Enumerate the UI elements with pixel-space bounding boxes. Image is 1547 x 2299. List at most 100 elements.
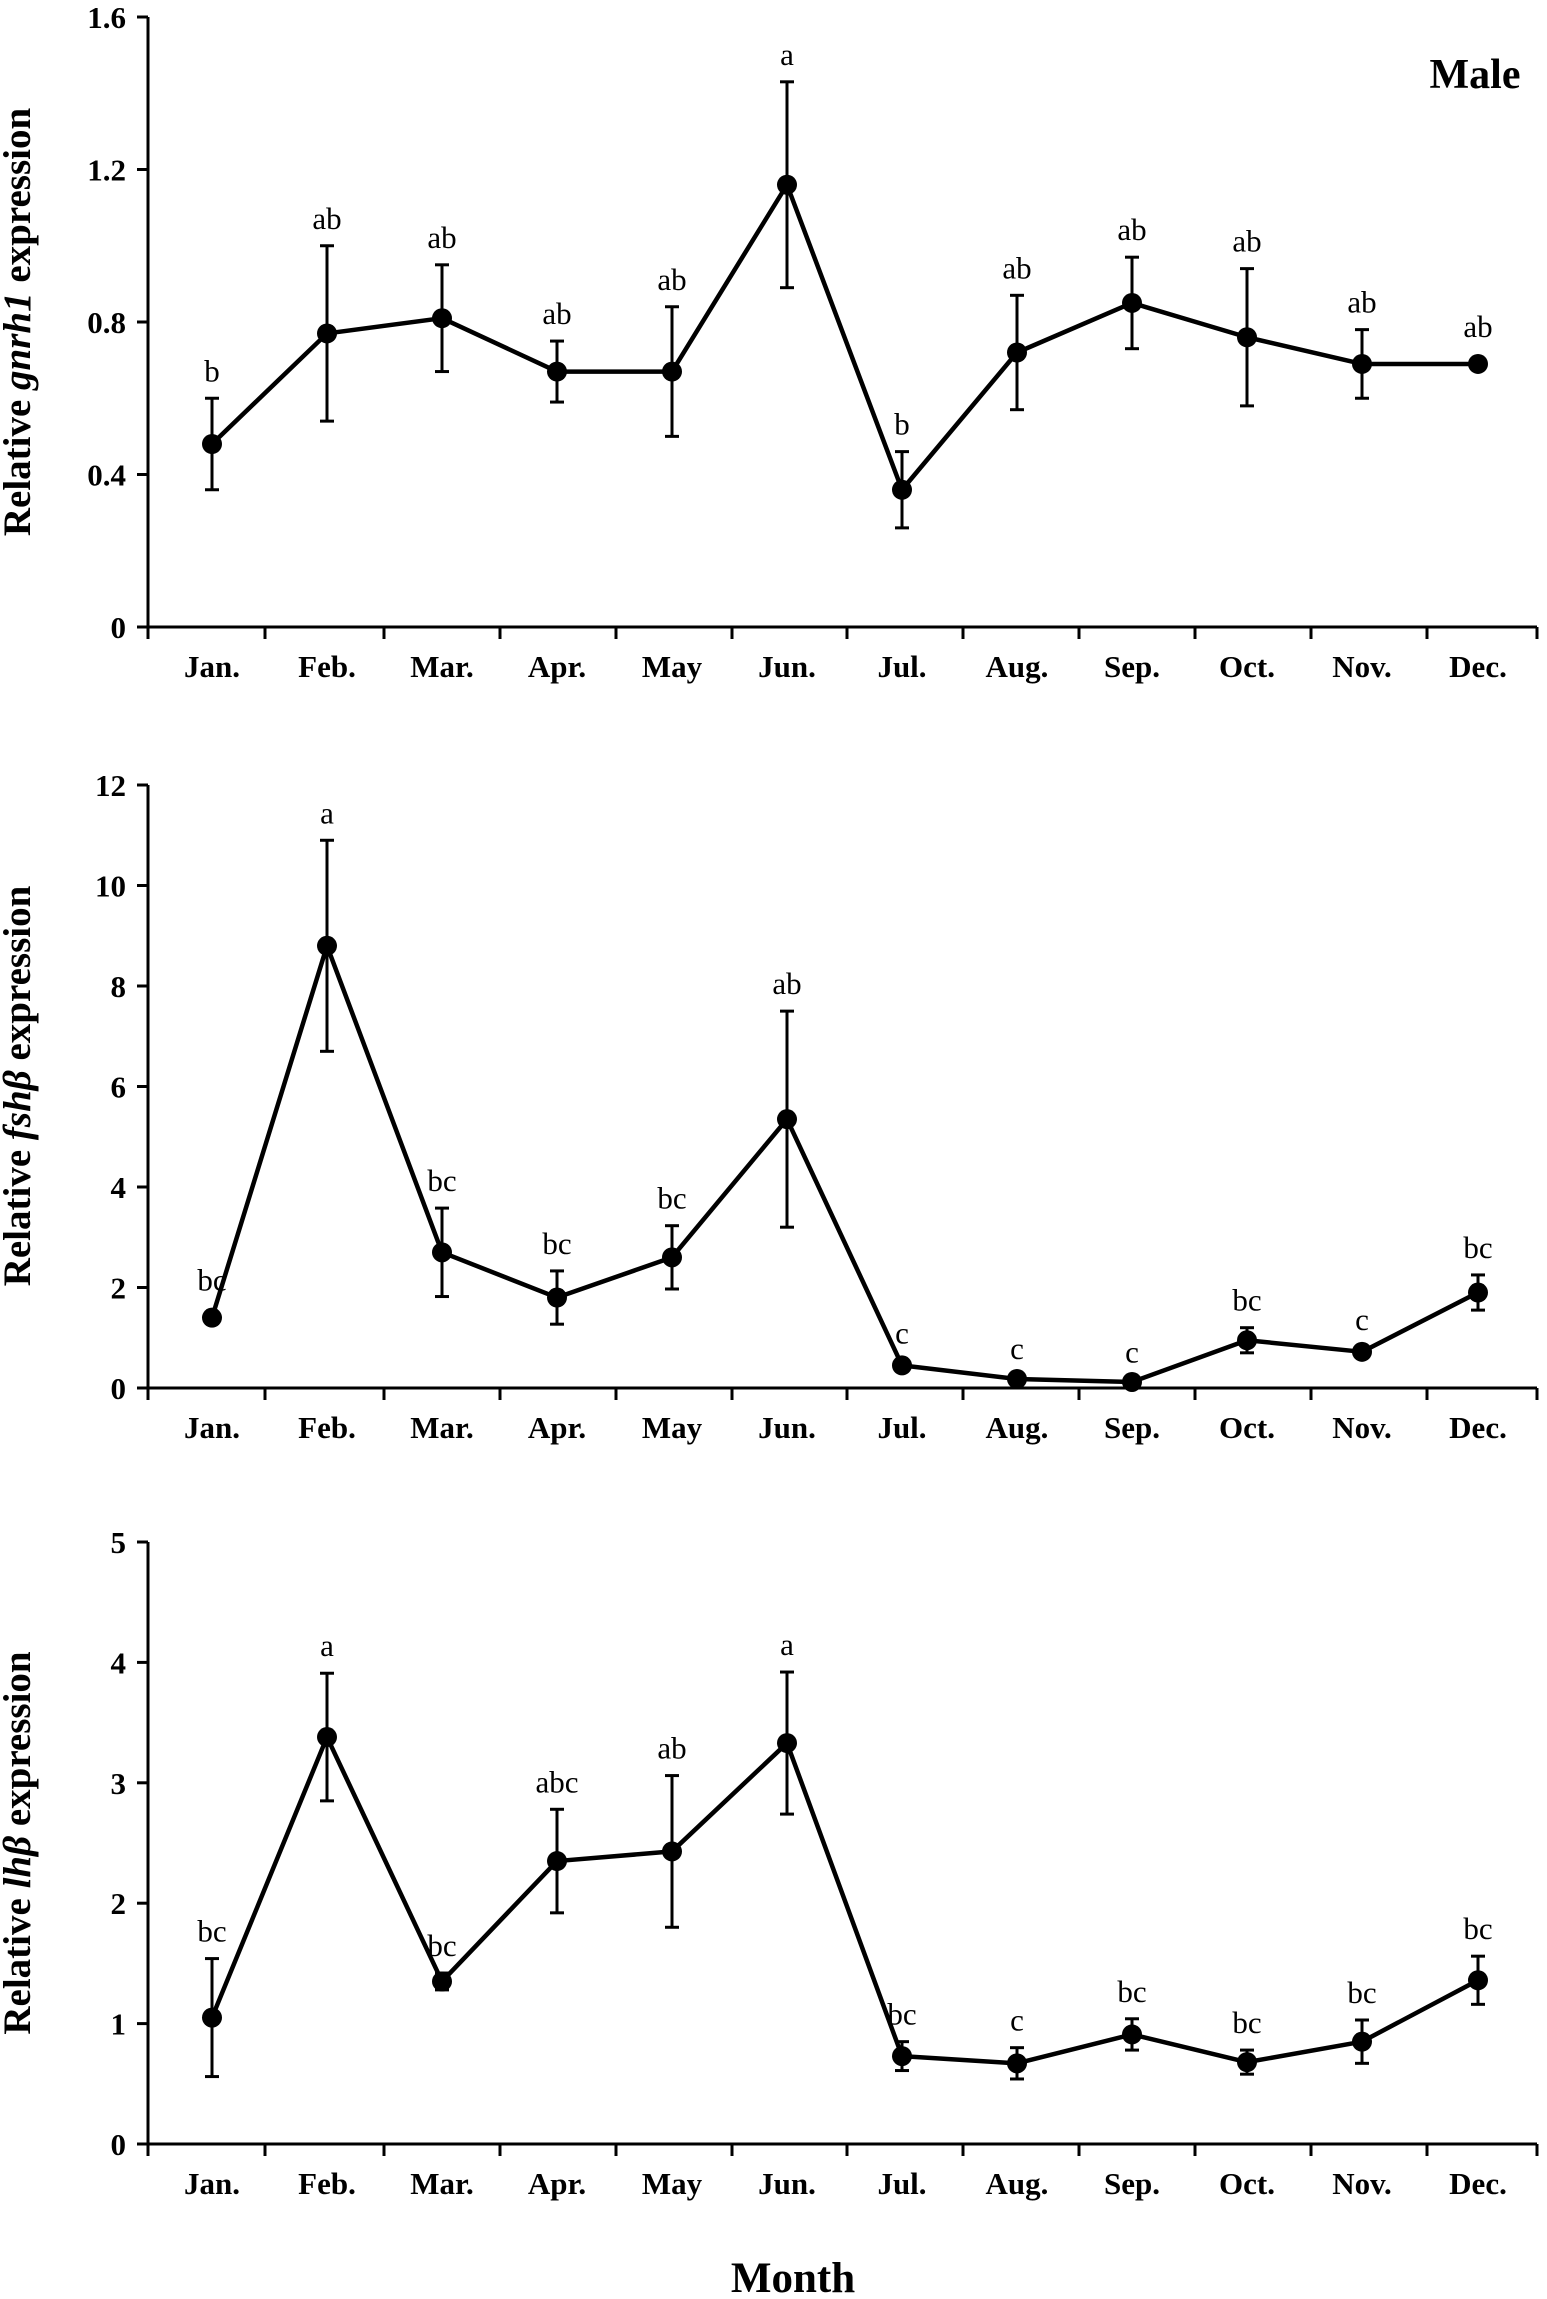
significance-letter: ab [1463, 309, 1492, 344]
data-point [777, 1733, 797, 1754]
x-tick-label: Oct. [1219, 649, 1275, 684]
x-tick-label: Feb. [298, 649, 356, 684]
data-point [1007, 2053, 1027, 2074]
data-point [547, 1287, 567, 1308]
significance-letter: bc [1232, 2005, 1261, 2040]
x-tick-label: Mar. [410, 1410, 473, 1445]
x-tick-label: Aug. [986, 2166, 1049, 2201]
x-tick-label: Dec. [1449, 649, 1507, 684]
significance-letter: bc [1232, 1283, 1261, 1318]
series-line [209, 943, 1480, 1385]
x-tick-label: May [642, 1410, 703, 1445]
series-line [209, 1734, 1480, 2066]
data-point [1468, 353, 1488, 374]
significance-letter: bc [1117, 1974, 1146, 2009]
x-axis-title: Month [731, 2255, 855, 2299]
y-tick-label: 1.6 [87, 0, 126, 35]
x-tick-label: Dec. [1449, 2166, 1507, 2201]
fshb-panel: 0 2 4 6 8 10 12 Jan. Feb. Mar. Apr. May Jun. Jul. Aug.… [0, 768, 1539, 1445]
significance-letter: abc [535, 1764, 578, 1799]
data-point [1237, 327, 1257, 348]
data-point [1468, 1282, 1488, 1303]
significance-letter: a [780, 1627, 794, 1662]
significance-letter: c [1355, 1302, 1369, 1337]
x-tick-label: Nov. [1332, 2166, 1391, 2201]
y-axis-title-prefix: Relative [0, 390, 39, 536]
data-point [1122, 292, 1142, 313]
significance-letter: bc [427, 1163, 456, 1198]
data-point [432, 1242, 452, 1263]
x-tick-label: Nov. [1332, 1410, 1391, 1445]
y-tick-label: 10 [95, 869, 126, 904]
x-tick-label: Aug. [986, 1410, 1049, 1445]
x-tick-label: Feb. [298, 2166, 356, 2201]
y-axis-title: Relative lhβ expression [0, 1651, 39, 2035]
x-tick-label: Mar. [410, 2166, 473, 2201]
significance-letter: c [1010, 1331, 1024, 1366]
significance-letter: bc [1463, 1230, 1492, 1265]
y-axis-title: Relative gnrh1 expression [0, 108, 39, 537]
data-point [1352, 2031, 1372, 2052]
data-point [1007, 1368, 1027, 1389]
x-tick-label: Jun. [758, 2166, 816, 2201]
y-axis-title-suffix: expression [0, 108, 39, 293]
data-point [202, 2007, 222, 2028]
x-tick-label: Apr. [528, 649, 586, 684]
series-line [210, 182, 1478, 492]
y-tick-label: 4 [111, 1170, 127, 1205]
significance-letter: bc [427, 1928, 456, 1963]
significance-letter: a [780, 37, 794, 72]
data-point [1468, 1970, 1488, 1991]
x-tick-label: May [642, 2166, 703, 2201]
panel-label: Male [1430, 52, 1521, 98]
significance-letter: bc [542, 1226, 571, 1261]
significance-letter: b [204, 353, 220, 388]
significance-letter: c [1010, 2003, 1024, 2038]
x-tick-label: Nov. [1332, 649, 1391, 684]
data-point [432, 308, 452, 329]
significance-letter: c [895, 1315, 909, 1350]
significance-letter: ab [1117, 212, 1146, 247]
data-point [662, 1841, 682, 1862]
lhb-panel: 0 1 2 3 4 5 Jan. Feb. Mar. Apr. May Jun. Jul. Aug. Sep… [0, 1525, 1539, 2201]
data-point [892, 479, 912, 500]
y-tick-label: 5 [111, 1525, 127, 1560]
significance-letter: bc [657, 1181, 686, 1216]
significance-letter: b [894, 407, 910, 442]
data-point [777, 1109, 797, 1130]
data-point [317, 1727, 337, 1748]
y-tick-label: 0 [111, 1371, 127, 1406]
significance-letter: c [1125, 1334, 1139, 1369]
data-point [432, 1971, 452, 1992]
significance-letter: ab [657, 262, 686, 297]
y-tick-label: 3 [111, 1766, 127, 1801]
x-tick-label: Jan. [184, 1410, 240, 1445]
data-point [1352, 353, 1372, 374]
data-point [202, 1307, 222, 1328]
y-tick-label: 1.2 [87, 153, 126, 188]
x-tick-label: May [642, 649, 703, 684]
significance-letter: ab [427, 220, 456, 255]
y-tick-label: 0.4 [87, 458, 126, 493]
y-tick-label: 6 [111, 1070, 127, 1105]
y-axis-title-prefix: Relative [0, 1140, 39, 1286]
data-point [892, 2046, 912, 2067]
data-point [1007, 342, 1027, 363]
significance-letter: ab [772, 966, 801, 1001]
y-tick-label: 1 [111, 2007, 127, 2042]
y-tick-label: 2 [111, 1271, 127, 1306]
y-tick-label: 0 [111, 610, 127, 645]
significance-letter: ab [1232, 224, 1261, 259]
data-point [777, 174, 797, 195]
significance-letter: bc [197, 1263, 226, 1298]
y-tick-label: 0 [111, 2127, 127, 2162]
significance-letter: a [320, 795, 334, 830]
data-point [547, 1851, 567, 1872]
significance-letter: bc [197, 1914, 226, 1949]
y-axis-title-suffix: expression [0, 1651, 39, 1836]
data-point [1122, 2024, 1142, 2045]
significance-letter: ab [542, 296, 571, 331]
y-tick-label: 12 [95, 768, 126, 803]
data-point [202, 434, 222, 454]
